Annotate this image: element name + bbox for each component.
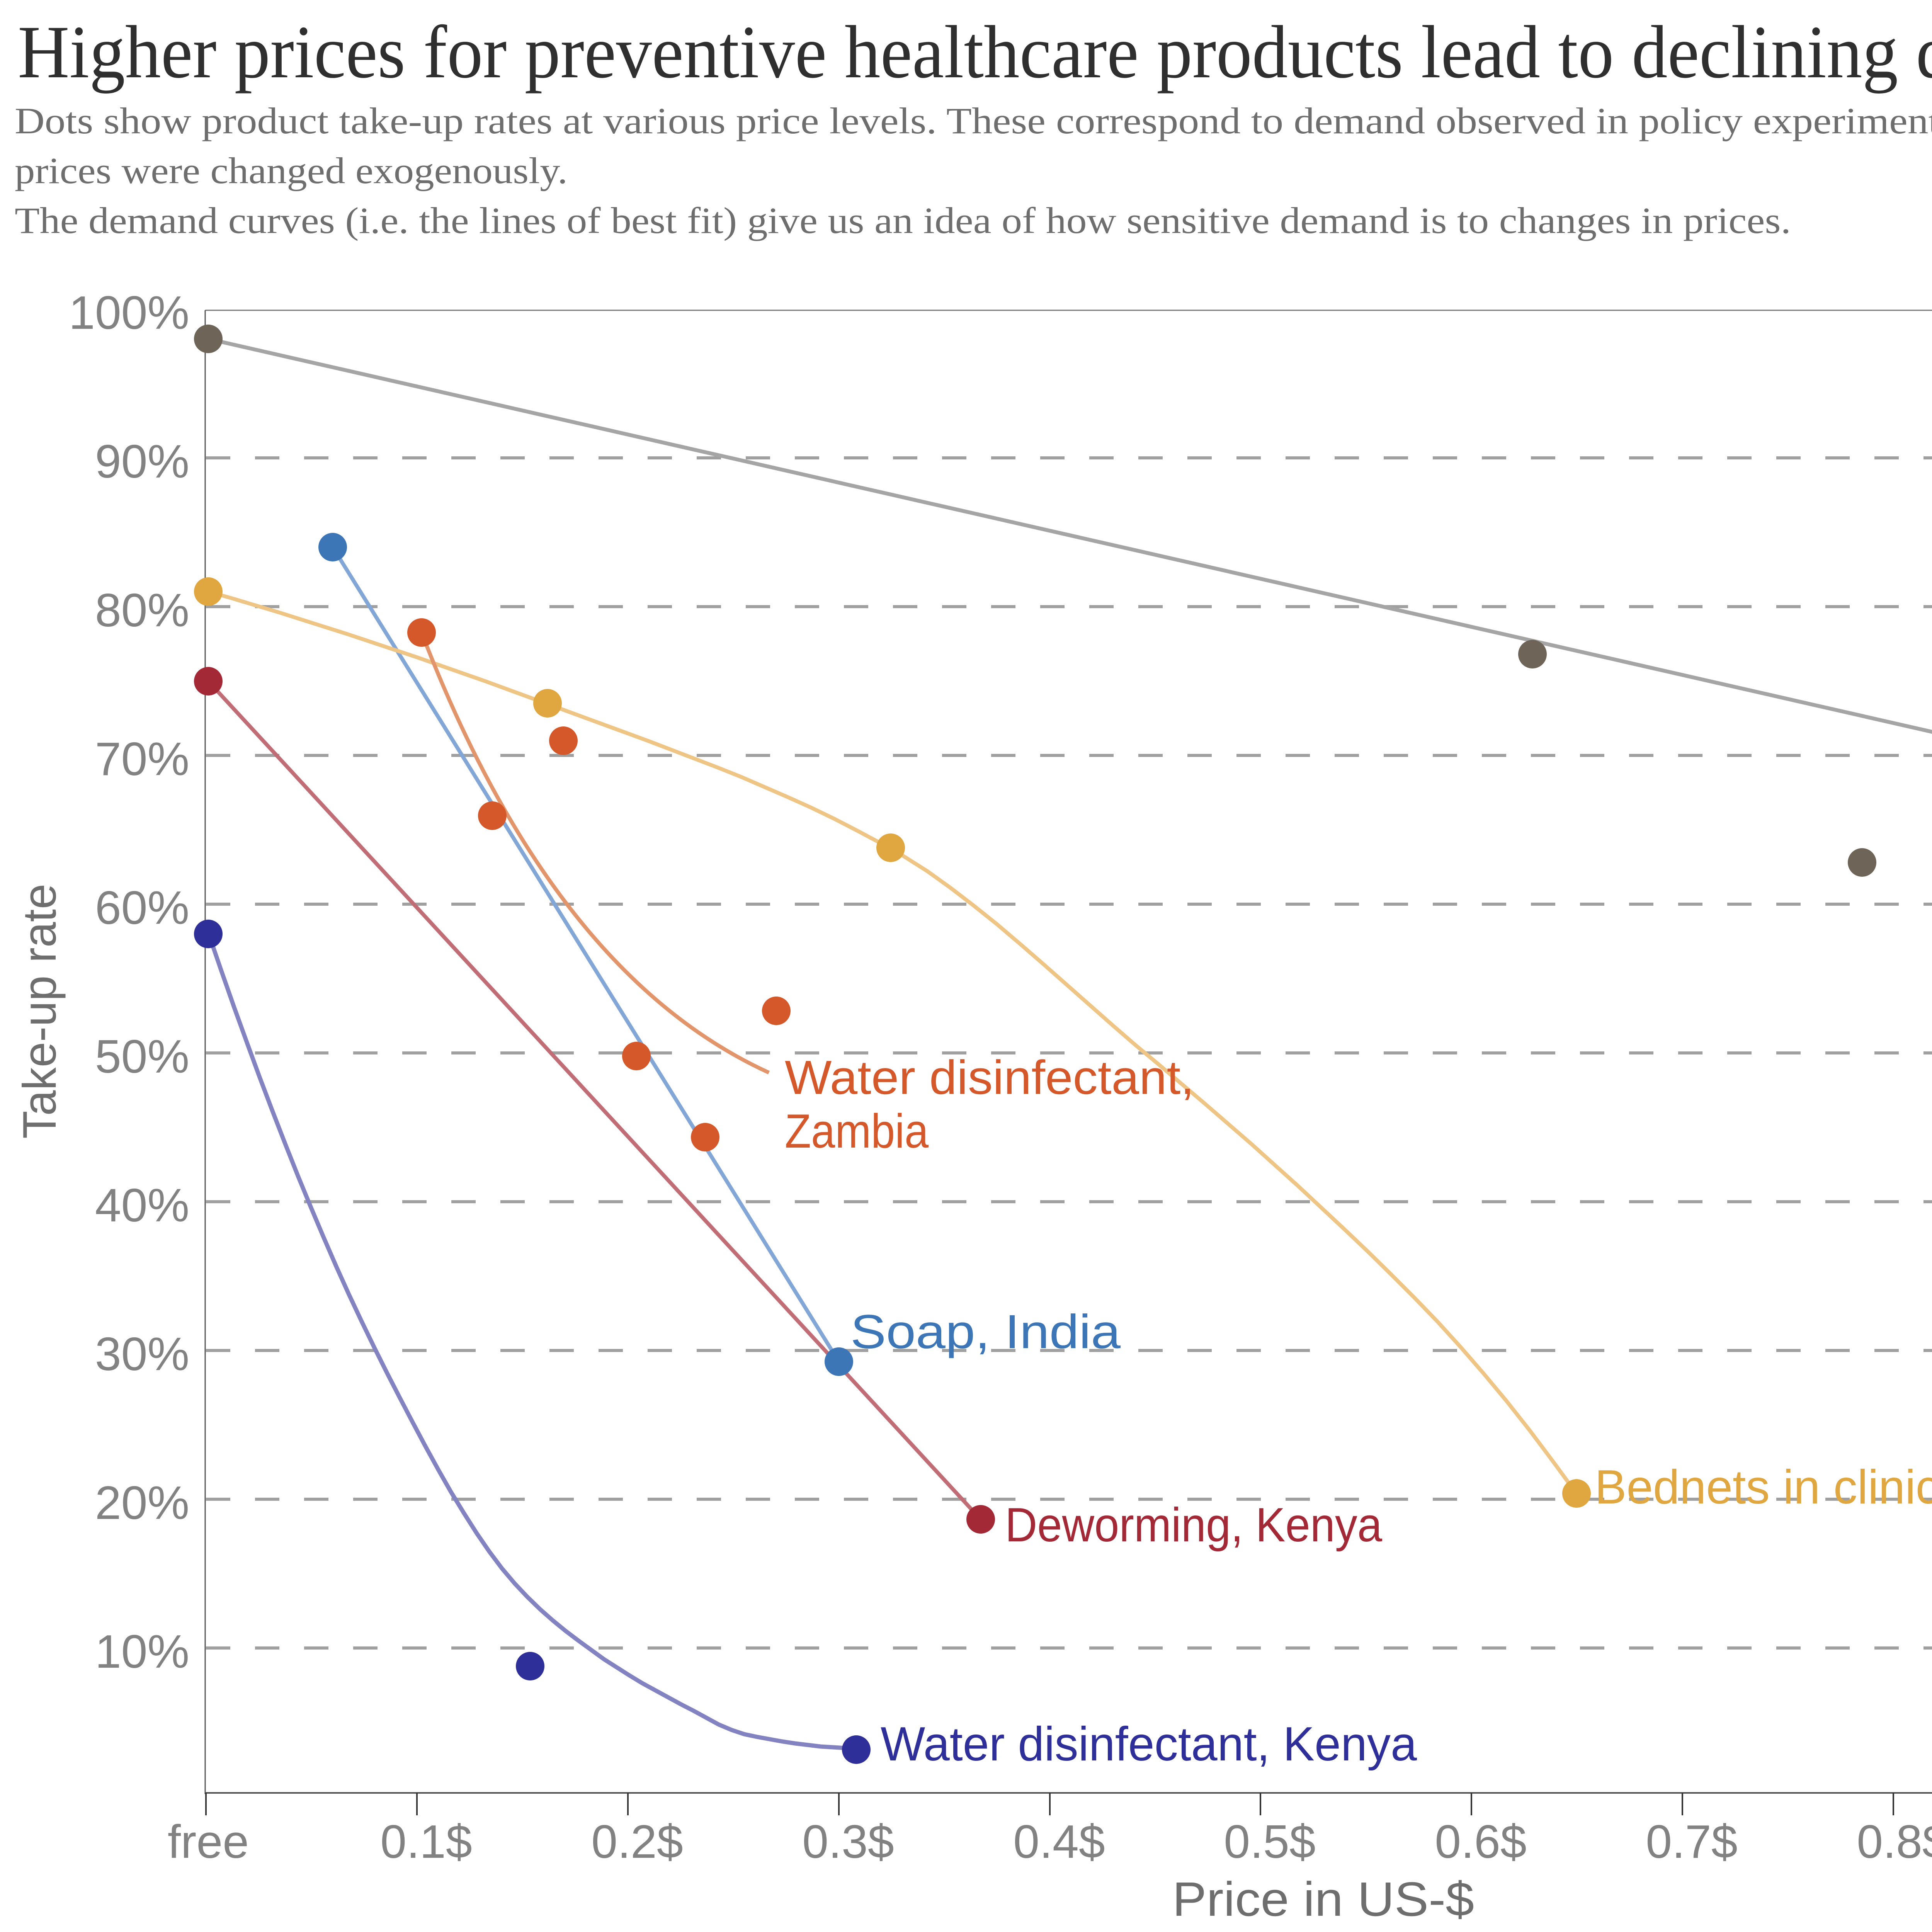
svg-text:50%: 50% (95, 1030, 189, 1083)
svg-text:0.3$: 0.3$ (802, 1815, 894, 1868)
svg-text:40%: 40% (95, 1179, 189, 1231)
svg-text:Zambia: Zambia (785, 1105, 929, 1158)
svg-text:Higher prices for preventive h: Higher prices for preventive healthcare … (18, 10, 1932, 94)
svg-text:0.4$: 0.4$ (1013, 1815, 1105, 1868)
svg-text:0.6$: 0.6$ (1435, 1815, 1526, 1868)
svg-text:free: free (168, 1815, 249, 1868)
svg-text:Soap, India: Soap, India (850, 1305, 1121, 1359)
svg-text:0.8$: 0.8$ (1857, 1815, 1932, 1868)
svg-text:0.2$: 0.2$ (591, 1815, 683, 1868)
svg-text:Deworming, Kenya: Deworming, Kenya (1005, 1498, 1382, 1552)
svg-text:0.7$: 0.7$ (1646, 1815, 1737, 1868)
svg-text:The demand curves (i.e. the li: The demand curves (i.e. the lines of bes… (15, 200, 1791, 241)
svg-text:80%: 80% (95, 584, 189, 636)
svg-text:20%: 20% (95, 1476, 189, 1529)
svg-text:90%: 90% (95, 435, 189, 488)
svg-text:Bednets in clinics, Kenya: Bednets in clinics, Kenya (1595, 1461, 1932, 1514)
svg-text:Take-up rate: Take-up rate (13, 884, 66, 1139)
svg-text:Water disinfectant,: Water disinfectant, (785, 1051, 1194, 1104)
svg-text:Water disinfectant, Kenya: Water disinfectant, Kenya (881, 1718, 1417, 1771)
svg-text:70%: 70% (95, 733, 189, 785)
svg-text:prices were changed exogenousl: prices were changed exogenously. (15, 150, 568, 191)
svg-text:0.5$: 0.5$ (1224, 1815, 1315, 1868)
svg-text:30%: 30% (95, 1328, 189, 1380)
svg-text:Dots show product take-up rate: Dots show product take-up rates at vario… (15, 100, 1932, 141)
svg-text:10%: 10% (95, 1625, 189, 1678)
svg-text:100%: 100% (69, 286, 189, 339)
svg-text:60%: 60% (95, 881, 189, 934)
svg-text:Price in US-$: Price in US-$ (1172, 1872, 1474, 1926)
svg-text:0.1$: 0.1$ (380, 1815, 472, 1868)
